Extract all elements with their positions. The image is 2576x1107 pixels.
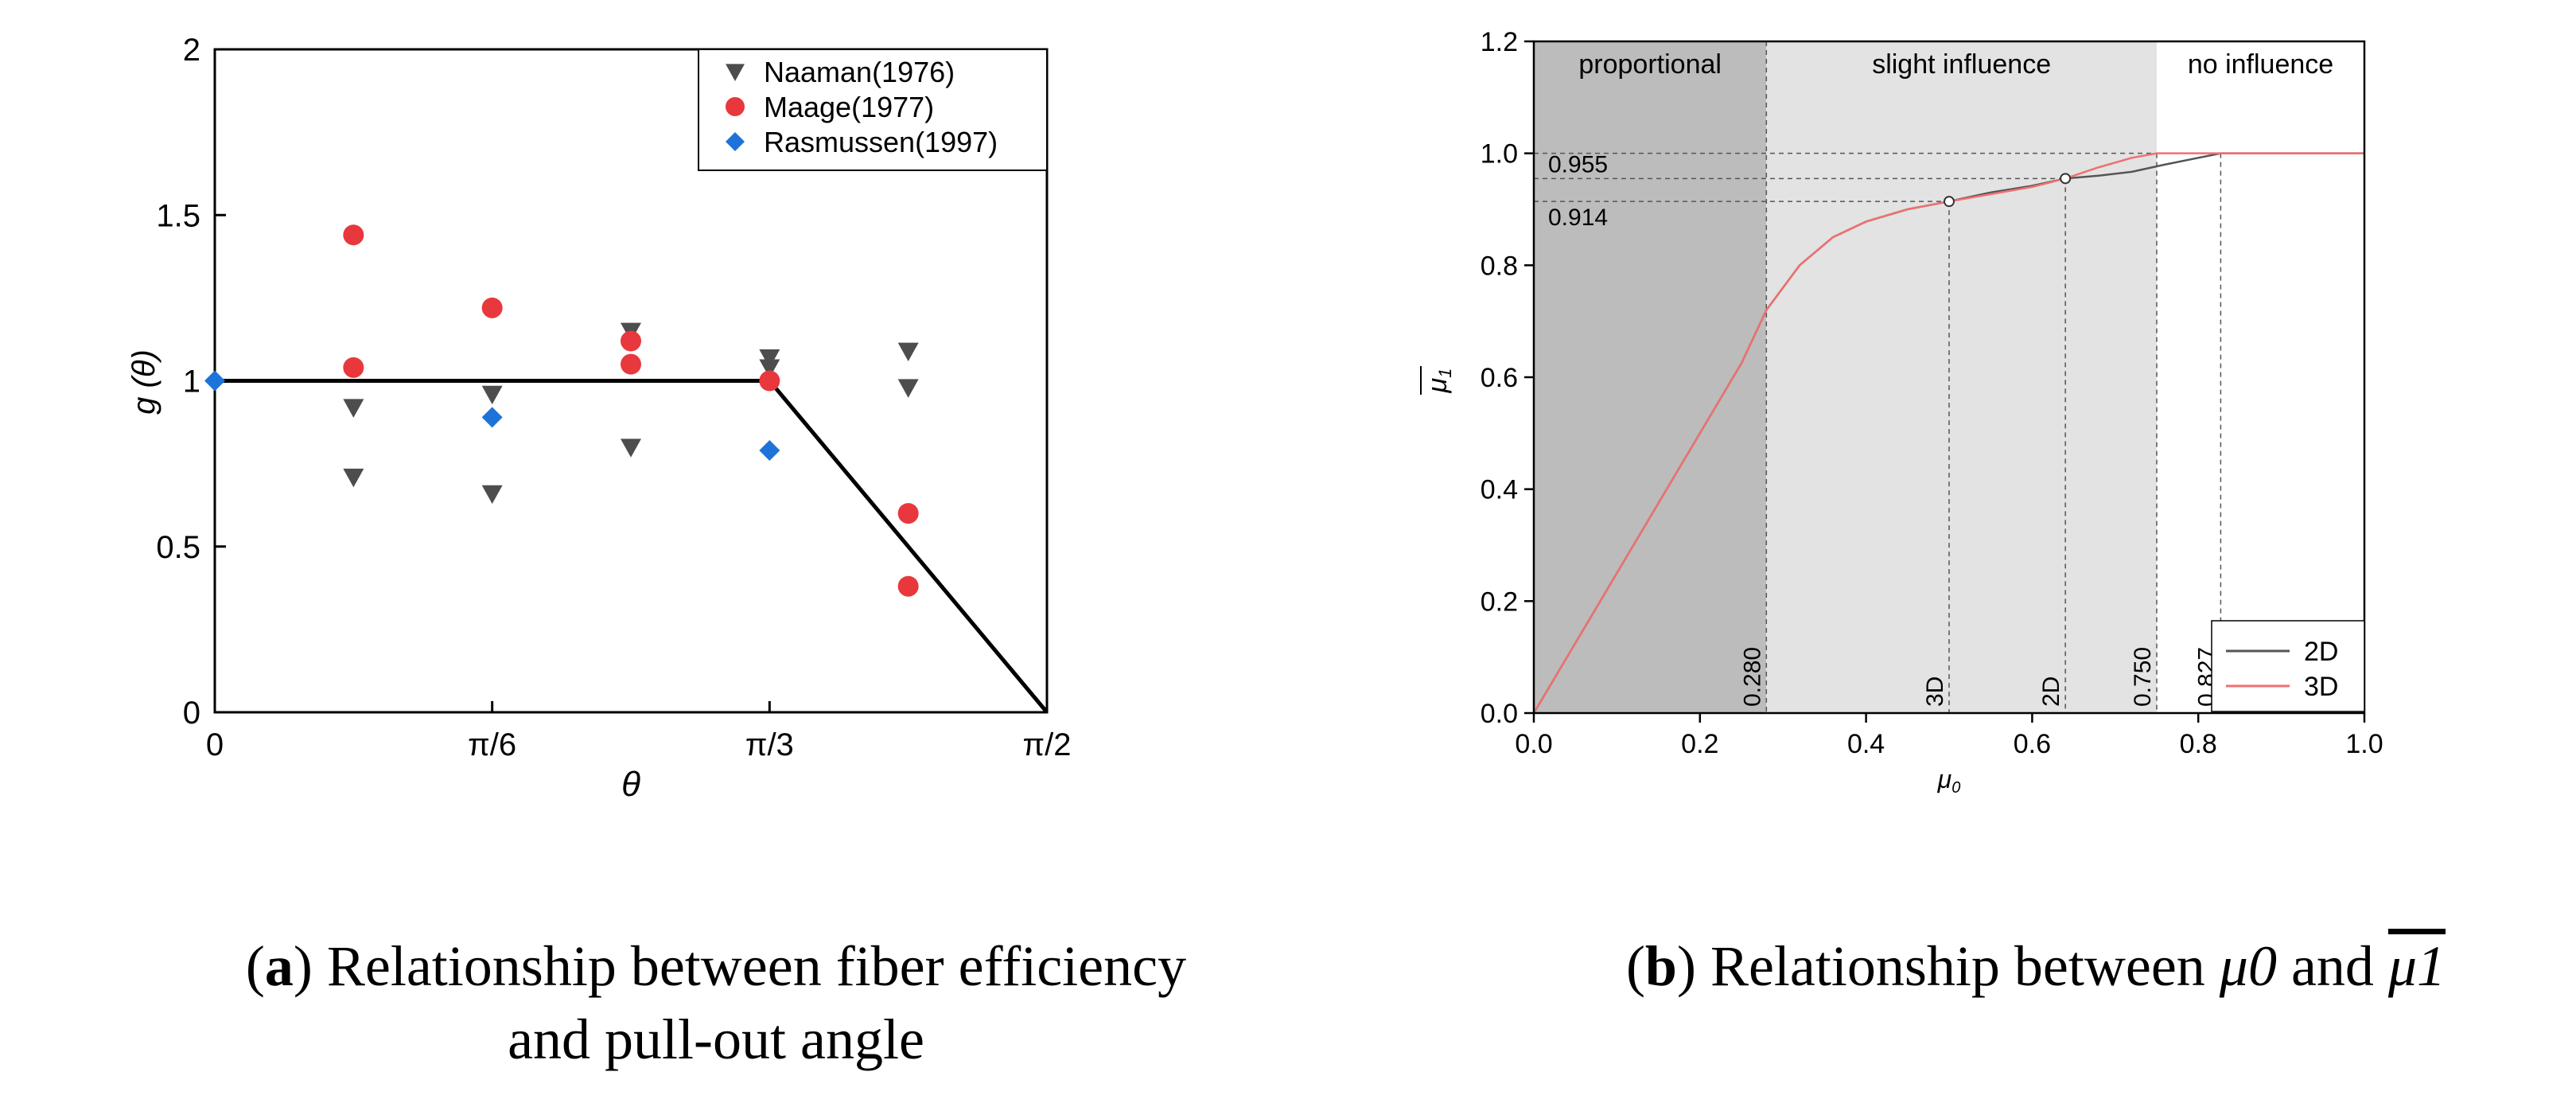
legend-marker	[726, 64, 745, 81]
caption-a-line1-text: ) Relationship between fiber efficiency	[293, 934, 1187, 998]
data-point	[897, 379, 919, 398]
chart-a-points	[204, 224, 919, 597]
chart-a-model-line	[215, 379, 1049, 714]
chart-b-x-ticks: 0.0 0.2 0.4 0.6 0.8 1.0	[1515, 713, 2383, 759]
data-point	[481, 407, 503, 428]
data-point	[481, 385, 503, 405]
vertical-marker-label: 2D	[2038, 676, 2064, 707]
region-band	[1534, 41, 1767, 713]
data-point	[759, 359, 780, 378]
data-point	[343, 357, 364, 378]
chart-a-y-axis-label: g (θ)	[126, 349, 161, 415]
x-tick-label: 0.2	[1681, 729, 1718, 759]
legend-label: Naaman(1976)	[764, 56, 955, 88]
chart-b-y-axis-label: μ1	[1420, 366, 1455, 395]
region-label: no influence	[2188, 49, 2333, 80]
x-tick-label: 1.0	[2345, 729, 2383, 759]
region-band	[2157, 41, 2364, 713]
chart-b-series	[1532, 152, 2364, 714]
region-label: proportional	[1578, 49, 1722, 80]
data-point	[343, 468, 364, 488]
vertical-marker-label: 0.280	[1739, 647, 1765, 707]
caption-a-line2: and pull-out angle	[508, 1008, 924, 1071]
chart-b-y-ticks: 0.0 0.2 0.4 0.6 0.8 1.0 1.2	[1481, 27, 1534, 729]
data-point	[204, 370, 225, 392]
y-tick-label: 0.4	[1481, 475, 1518, 505]
series-line	[1532, 152, 2364, 714]
chart-b: proportional slight influence no influence…	[1420, 27, 2383, 797]
model-line	[215, 379, 1049, 714]
chart-a-legend-box	[698, 49, 1048, 171]
y-tick-label: 0.5	[156, 530, 200, 565]
chart-b-legend-box	[2211, 620, 2365, 712]
caption-a-letter: a	[264, 934, 294, 998]
caption-b-and: and	[2290, 934, 2374, 998]
y-tick-label: 0.2	[1481, 587, 1518, 617]
horizontal-marker-label: 0.914	[1548, 205, 1608, 231]
region-label: slight influence	[1872, 49, 2051, 80]
chart-b-x-axis-label: μ0	[1937, 765, 1961, 797]
data-point	[897, 575, 919, 597]
caption-b-letter: b	[1644, 934, 1677, 998]
x-tick-label: 0.6	[2014, 729, 2051, 759]
chart-a-legend: Naaman(1976)Maage(1977)Rasmussen(1997)	[698, 49, 1048, 171]
data-point	[759, 349, 780, 368]
y-tick-label: 2	[183, 33, 200, 68]
legend-label: 3D	[2304, 672, 2338, 702]
legend-label: Maage(1977)	[764, 91, 934, 123]
x-tick-label: 0.8	[2180, 729, 2217, 759]
x-tick-label: π/6	[468, 727, 516, 762]
y-tick-label: 1.0	[1481, 139, 1518, 170]
chart-a-x-ticks: 0 π/6 π/3 π/2	[206, 701, 1072, 762]
caption-b-text: ) Relationship between	[1676, 934, 2205, 998]
data-point	[343, 399, 364, 418]
data-point	[621, 439, 641, 458]
chart-a-y-ticks: 0 0.5 1 1.5 2	[156, 33, 226, 731]
chart-a-x-axis-label: θ	[621, 765, 640, 804]
x-tick-label: 0.4	[1847, 729, 1885, 759]
caption-b-mu1: μ1	[2387, 934, 2446, 998]
x-tick-label: 0	[206, 727, 224, 762]
data-point	[897, 342, 919, 362]
vertical-marker-label: 0.750	[2130, 647, 2156, 707]
x-tick-label: π/2	[1023, 727, 1072, 762]
data-point	[481, 485, 503, 505]
legend-label: 2D	[2304, 637, 2338, 667]
data-point	[759, 370, 780, 392]
data-point	[759, 439, 780, 461]
legend-marker	[726, 132, 745, 151]
x-tick-label: 0.0	[1515, 729, 1552, 759]
intersection-point	[2060, 173, 2072, 185]
intersection-point	[1944, 196, 1955, 208]
chart-b-y-axis-label-mu: μ1	[1422, 368, 1455, 394]
legend-marker	[726, 97, 745, 116]
y-tick-label: 1.5	[156, 198, 200, 233]
data-point	[621, 353, 641, 375]
chart-b-guide-lines	[1534, 41, 2222, 713]
data-point	[621, 330, 641, 352]
data-point	[481, 297, 503, 318]
horizontal-marker-label: 0.955	[1548, 151, 1608, 177]
data-point	[343, 224, 364, 246]
y-tick-label: 0.0	[1481, 699, 1518, 729]
caption-b: (b) Relationship between μ0 and μ1	[1496, 930, 2576, 1003]
region-band	[1766, 41, 2157, 713]
data-point	[897, 503, 919, 524]
x-tick-label: π/3	[745, 727, 794, 762]
vertical-marker-label: 3D	[1922, 676, 1948, 707]
legend-label: Rasmussen(1997)	[764, 126, 998, 158]
y-tick-label: 1	[183, 364, 200, 400]
caption-b-mu0: μ0	[2219, 934, 2277, 998]
caption-b-line1: (b) Relationship between μ0 and μ1	[1625, 934, 2446, 998]
y-tick-label: 0	[183, 696, 200, 731]
caption-a-line1: (a) Relationship between fiber efficienc…	[245, 934, 1187, 998]
y-tick-label: 0.6	[1481, 363, 1518, 393]
chart-a: 0 0.5 1 1.5 2 0 π/6 π/3 π/2 g (θ) θ Naaman(1976…	[126, 33, 1072, 804]
caption-a: (a) Relationship between fiber efficienc…	[199, 930, 1233, 1076]
y-tick-label: 1.2	[1481, 27, 1518, 57]
y-tick-label: 0.8	[1481, 251, 1518, 281]
